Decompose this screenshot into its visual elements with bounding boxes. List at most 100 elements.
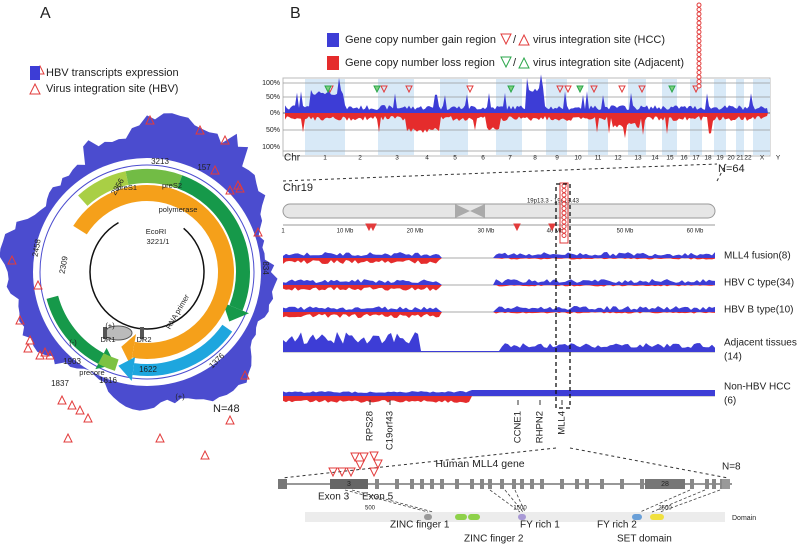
- integration-box: [559, 182, 569, 244]
- centromere: [455, 204, 485, 218]
- label: 1622: [139, 365, 157, 374]
- triangle-marker: [355, 460, 365, 471]
- integration-stack: [561, 233, 567, 238]
- triangle-marker: [29, 82, 41, 95]
- arc-arrow: [121, 334, 137, 366]
- label: virus integration site (Adjacent): [533, 57, 684, 69]
- arc-arrow: [223, 302, 249, 322]
- label: FY rich 1: [520, 520, 560, 531]
- triangle-marker: [233, 179, 243, 190]
- legend-swatch: [327, 33, 339, 47]
- triangle-marker: [225, 184, 235, 195]
- domain: [518, 514, 526, 520]
- label: RHPN2: [535, 411, 546, 443]
- track-loss: [283, 258, 715, 264]
- genome-arc: [177, 175, 250, 311]
- triangle-marker: [324, 85, 332, 94]
- label: 30 Mb: [478, 229, 495, 235]
- triangle-marker: [500, 56, 512, 69]
- track-gain: [283, 332, 715, 352]
- label: Virus integration site (HBV): [46, 83, 178, 95]
- label: N=8: [722, 462, 741, 473]
- triangle-marker: [369, 467, 379, 478]
- triangle-marker: [369, 451, 379, 462]
- label: 9: [555, 155, 559, 162]
- triangle-marker: [507, 85, 515, 94]
- integration-stack: [696, 79, 702, 84]
- exon-domain-link: [514, 489, 526, 513]
- exon: [712, 479, 716, 489]
- gain-profile: [285, 74, 768, 113]
- domain: [455, 514, 467, 520]
- exon: [455, 479, 459, 489]
- domain: [632, 514, 642, 520]
- legend-swatch: [327, 56, 339, 70]
- label: 1500: [513, 506, 527, 512]
- label: 50%: [266, 127, 280, 134]
- exon-domain-link: [659, 489, 721, 513]
- triangle-marker: [63, 432, 73, 443]
- exon: [480, 479, 484, 489]
- dr-box: [140, 327, 144, 339]
- integration-stack: [696, 43, 702, 48]
- integration-stack: [561, 219, 567, 225]
- label: (-): [69, 338, 77, 347]
- triangle-marker: [373, 85, 381, 94]
- integration-stack: [696, 11, 702, 17]
- triangle-marker: [15, 314, 25, 325]
- exon-domain-link: [489, 489, 521, 513]
- exon: [690, 479, 694, 489]
- genome-arc: [125, 169, 183, 189]
- label: /: [513, 57, 517, 69]
- label: 22: [744, 155, 752, 162]
- label: precore: [79, 368, 104, 377]
- label: HBV C type(34): [724, 278, 794, 289]
- label: Gene copy number loss region: [345, 57, 495, 69]
- triangle-marker: [346, 467, 356, 478]
- label: 1: [323, 155, 327, 162]
- label: 19: [716, 155, 724, 162]
- label: 100%: [262, 80, 280, 87]
- exon: [278, 479, 287, 489]
- label: 5: [453, 155, 457, 162]
- track-loss: [283, 312, 715, 318]
- integration-stack: [561, 210, 567, 216]
- integration-stack: [696, 65, 702, 71]
- label: 2309: [58, 255, 70, 275]
- exon: [560, 479, 564, 489]
- integration-stack: [561, 188, 567, 193]
- domain: [650, 514, 664, 520]
- track-gain: [283, 279, 715, 285]
- label: SET domain: [617, 534, 672, 545]
- exon: [530, 479, 534, 489]
- label: 10: [574, 155, 582, 162]
- label: 20 Mb: [407, 229, 424, 235]
- triangle-marker: [25, 334, 35, 345]
- exon: [540, 479, 544, 489]
- triangle-marker: [145, 114, 155, 125]
- integration-stack: [696, 25, 702, 30]
- triangle-marker: [373, 459, 383, 470]
- label: 50 Mb: [617, 229, 634, 235]
- triangle-marker: [618, 85, 626, 94]
- legend-swatch: [30, 66, 40, 80]
- label: ZINC finger 1: [390, 520, 450, 531]
- integration-stack: [696, 16, 702, 21]
- integration-stack: [696, 47, 702, 53]
- domain-bar: [305, 512, 725, 522]
- exon: [395, 479, 399, 489]
- exon-domain-link: [639, 489, 691, 513]
- label: 1816: [99, 376, 117, 385]
- triangle-marker: [548, 223, 556, 232]
- arc-arrow: [118, 357, 136, 381]
- exon: [600, 479, 604, 489]
- label: preS1: [117, 183, 137, 192]
- triangle-marker: [638, 85, 646, 94]
- label: Y: [776, 155, 781, 162]
- integration-stack: [561, 206, 567, 211]
- genome-arc: [78, 171, 129, 206]
- label: 60 Mb: [687, 229, 704, 235]
- label: 500: [365, 506, 376, 512]
- triangle-marker: [405, 85, 413, 94]
- label: 0%: [270, 110, 280, 117]
